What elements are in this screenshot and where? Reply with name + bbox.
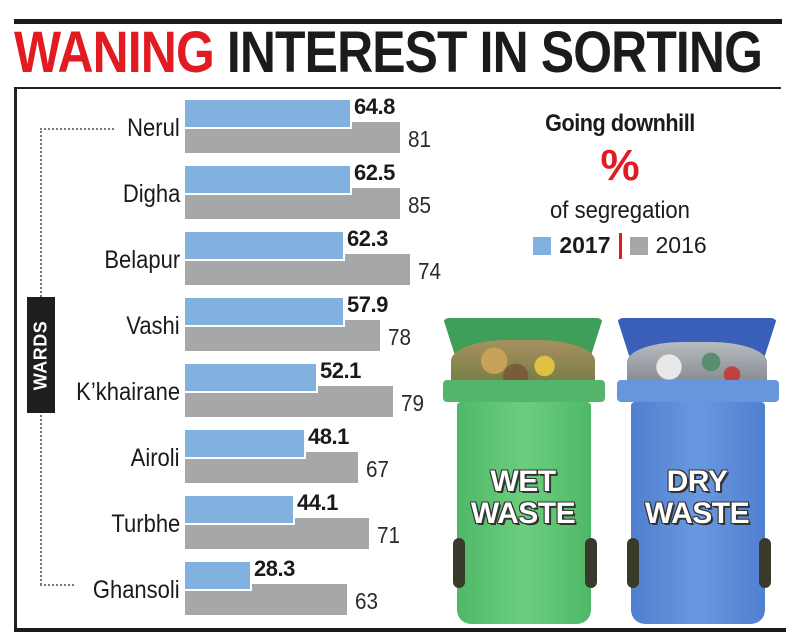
value-2017: 62.5 <box>354 160 395 185</box>
ward-label: K’khairane <box>76 378 180 406</box>
chart-row: Belapur 62.3 74 <box>0 226 460 288</box>
value-2016: 67 <box>366 456 390 482</box>
legend-label-2017: 2017 <box>559 232 611 258</box>
ward-label: Airoli <box>131 444 180 472</box>
headline: WANING INTEREST IN SORTING <box>14 20 763 85</box>
dry-bin-line1: DRY <box>666 465 728 498</box>
chart-row: Airoli 48.1 67 <box>0 424 460 486</box>
bar-2017 <box>185 166 352 195</box>
value-2017: 48.1 <box>308 424 349 449</box>
value-2016: 81 <box>408 126 432 152</box>
frame-bottom-border <box>14 628 786 632</box>
value-2017: 44.1 <box>297 490 338 515</box>
wet-bin-line1: WET <box>490 465 556 498</box>
chart-row: Turbhe 44.1 71 <box>0 490 460 552</box>
frame-top-border <box>15 87 781 89</box>
wards-bracket-top <box>40 128 114 130</box>
wet-bin-body <box>457 402 591 624</box>
ward-label: Turbhe <box>111 510 180 538</box>
value-2016: 71 <box>377 522 401 548</box>
value-2016: 78 <box>388 324 412 350</box>
legend-subtitle: of segregation <box>550 197 690 224</box>
legend-title: Going downhill <box>545 110 695 137</box>
legend-separator <box>618 232 622 259</box>
ward-label: Digha <box>122 180 180 208</box>
ward-label: Ghansoli <box>93 576 180 604</box>
dry-bin-body <box>631 402 765 624</box>
top-rule <box>14 19 782 24</box>
headline-highlight: WANING <box>14 20 215 85</box>
wet-bin-line2: WASTE <box>470 497 576 530</box>
dry-waste-bin-illustration: DRY WASTE <box>617 318 779 628</box>
bar-2017 <box>185 496 295 525</box>
bar-2017 <box>185 364 318 393</box>
bar-2017 <box>185 562 252 591</box>
ward-label: Nerul <box>127 114 180 142</box>
value-2017: 64.8 <box>354 94 395 119</box>
dry-bin-wheel <box>759 538 771 588</box>
chart-row: Ghansoli 28.3 63 <box>0 556 460 618</box>
wards-axis-badge: WARDS <box>27 297 55 413</box>
ward-label: Vashi <box>126 312 180 340</box>
value-2017: 57.9 <box>347 292 388 317</box>
chart-row: K’khairane 52.1 79 <box>0 358 460 420</box>
wards-bracket-bottom <box>40 584 74 586</box>
bar-2017 <box>185 232 345 261</box>
wet-bin-rim <box>443 380 605 402</box>
legend-label-2016: 2016 <box>655 232 707 258</box>
value-2016: 74 <box>418 258 442 284</box>
wet-bin-wheel <box>585 538 597 588</box>
legend-keys: 2017 2016 <box>500 232 740 259</box>
legend: Going downhill % of segregation 2017 201… <box>500 110 740 259</box>
bar-2017 <box>185 298 345 327</box>
value-2016: 63 <box>355 588 379 614</box>
value-2017: 62.3 <box>347 226 388 251</box>
ward-label: Belapur <box>104 246 180 274</box>
dry-bin-line2: WASTE <box>644 497 750 530</box>
frame-left-border <box>14 87 17 632</box>
chart-row: Vashi 57.9 78 <box>0 292 460 354</box>
bar-2017 <box>185 430 306 459</box>
value-2017: 28.3 <box>254 556 295 581</box>
value-2016: 85 <box>408 192 432 218</box>
chart-row: Digha 62.5 85 <box>0 160 460 222</box>
headline-rest: INTEREST IN SORTING <box>213 20 763 85</box>
value-2016: 79 <box>401 390 425 416</box>
value-2017: 52.1 <box>320 358 361 383</box>
wet-bin-wheel <box>453 538 465 588</box>
wet-waste-bin-illustration: WET WASTE <box>443 318 605 628</box>
dry-bin-wheel <box>627 538 639 588</box>
chart-row: Nerul 64.8 81 <box>0 94 460 156</box>
bar-2017 <box>185 100 352 129</box>
legend-swatch-2017 <box>533 236 552 255</box>
legend-swatch-2016 <box>629 236 648 255</box>
percent-symbol: % <box>600 141 640 190</box>
dry-bin-rim <box>617 380 779 402</box>
